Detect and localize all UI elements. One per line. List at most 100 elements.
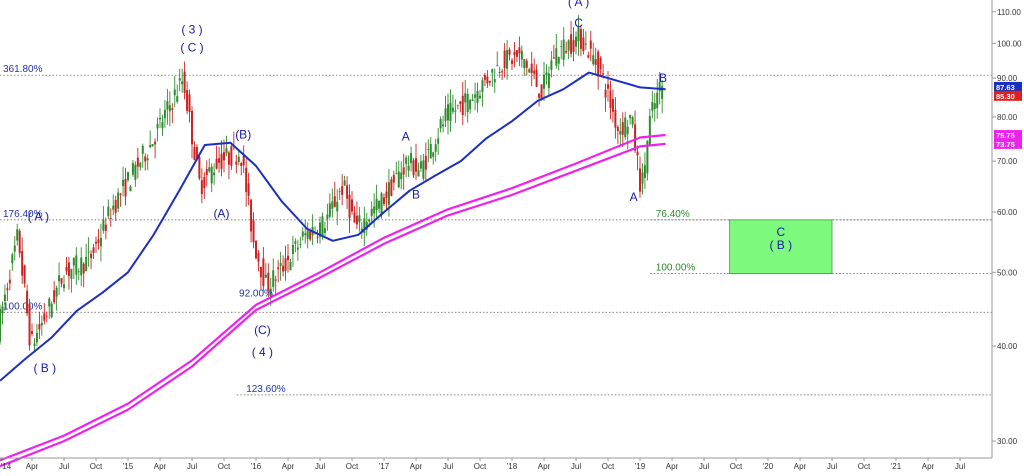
x-tick-label: Oct	[474, 462, 487, 471]
candle-body	[97, 239, 100, 244]
candle-body	[370, 208, 373, 217]
candle-body	[279, 262, 282, 267]
candle-body	[602, 73, 605, 75]
x-tick-label: Apr	[410, 462, 423, 471]
candle-body	[227, 152, 230, 165]
candle-body	[23, 265, 26, 284]
candle-body	[442, 124, 445, 127]
candle-body	[373, 206, 376, 214]
candle-body	[570, 34, 573, 54]
candle-body	[104, 224, 107, 231]
candle-body	[587, 55, 590, 58]
candle-body	[16, 229, 19, 241]
candle-body	[264, 274, 267, 278]
candle-body	[272, 270, 275, 287]
candle-body	[200, 180, 203, 195]
candle-body	[513, 51, 516, 55]
candle-body	[538, 93, 541, 98]
candle-body	[230, 146, 233, 167]
x-tick-label: '17	[379, 462, 390, 471]
wave-label: A	[630, 190, 638, 204]
candle-body	[466, 93, 469, 113]
candle-body	[614, 109, 617, 128]
candle-body	[252, 220, 255, 243]
wave-label: C	[574, 16, 583, 30]
candle-body	[525, 60, 528, 68]
wave-label: (A)	[213, 207, 229, 221]
candle-body	[658, 82, 661, 92]
candle-body	[402, 167, 405, 175]
x-tick-label: Jul	[59, 462, 69, 471]
x-axis: '14 Apr Jul Oct '15 Apr Jul Oct '16 Apr Jul Oct '17 A…	[0, 457, 992, 471]
candle-body	[144, 156, 147, 162]
x-tick-label: Oct	[602, 462, 615, 471]
candle-body	[643, 165, 646, 178]
fib-level-label: 123.60%	[246, 384, 286, 395]
candle-body	[383, 197, 385, 204]
candle-body	[188, 94, 191, 113]
candle-body	[242, 155, 245, 166]
candle-body	[481, 80, 484, 93]
candle-body	[533, 70, 536, 74]
candle-body	[471, 99, 474, 101]
candle-body	[326, 214, 329, 219]
candle-body	[469, 99, 472, 110]
candle-body	[141, 145, 144, 154]
candle-body	[341, 186, 344, 195]
candle-body	[375, 198, 378, 211]
price-box	[994, 130, 1022, 141]
candle-body	[557, 57, 560, 64]
candle-body	[195, 146, 198, 159]
candle-body	[299, 244, 302, 245]
x-tick-label: Oct	[858, 462, 871, 471]
candle-body	[181, 81, 184, 85]
candle-body	[255, 240, 257, 259]
x-tick-label: '20	[763, 462, 774, 471]
candle-body	[193, 147, 196, 160]
candle-body	[72, 257, 75, 266]
candle-body	[262, 258, 265, 287]
candle-body	[651, 102, 654, 111]
candle-body	[543, 74, 545, 89]
candle-body	[38, 324, 41, 330]
wave-label: ( B )	[33, 361, 56, 375]
wave-label: ( C )	[180, 41, 203, 55]
candle-body	[225, 148, 228, 154]
candle-body	[306, 230, 309, 239]
candle-body	[348, 194, 351, 218]
candle-body	[476, 90, 479, 103]
x-tick-label: Apr	[26, 462, 39, 471]
candle-body	[102, 219, 105, 231]
x-tick-label: Oct	[90, 462, 103, 471]
candle-body	[491, 69, 494, 73]
candle-body	[474, 94, 477, 98]
candle-body	[75, 255, 78, 275]
candle-body	[506, 50, 509, 69]
candle-body	[540, 84, 543, 101]
candle-body	[346, 185, 349, 199]
candle-body	[395, 173, 398, 175]
candle-body	[122, 179, 125, 187]
price-box-label: 85.30	[996, 92, 1015, 101]
candle-body	[65, 266, 68, 272]
wave-label: B	[412, 188, 420, 202]
candle-body	[284, 258, 287, 271]
candle-body	[163, 109, 166, 119]
candle-body	[604, 89, 607, 98]
price-box-label: 75.75	[996, 131, 1015, 140]
candle-body	[437, 138, 440, 144]
candle-body	[136, 157, 139, 167]
y-tick-label: 40.00	[997, 342, 1018, 351]
candle-body	[316, 236, 319, 238]
candle-body	[60, 278, 63, 284]
candle-body	[35, 332, 38, 343]
candle-body	[392, 174, 395, 183]
candle-body	[18, 230, 21, 254]
candle-body	[456, 104, 459, 106]
candle-body	[483, 75, 486, 80]
candle-body	[92, 247, 95, 253]
candle-body	[496, 65, 499, 66]
candle-body	[555, 48, 558, 66]
target-zone-box	[729, 219, 833, 275]
candle-body	[351, 199, 353, 212]
